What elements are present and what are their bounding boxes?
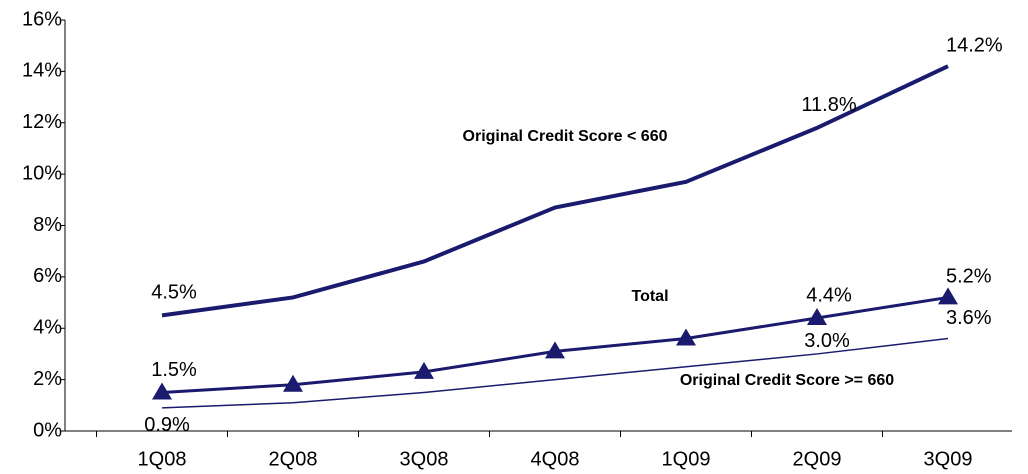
- x-tick-label: 4Q08: [531, 448, 580, 470]
- y-tick-label: 2%: [33, 368, 62, 390]
- point-marker: [807, 307, 827, 325]
- point-marker: [545, 341, 565, 359]
- y-tick-label: 4%: [33, 317, 62, 339]
- series-line: [161, 337, 949, 409]
- value-label: 3.6%: [946, 307, 992, 329]
- value-label: 4.4%: [806, 284, 852, 306]
- y-tick-label: 10%: [22, 162, 62, 184]
- x-tick-label: 1Q08: [138, 448, 187, 470]
- y-tick-label: 0%: [33, 419, 62, 441]
- x-tick-label: 3Q09: [924, 448, 973, 470]
- value-label: 14.2%: [946, 35, 1003, 57]
- point-marker: [938, 287, 958, 305]
- x-tick-label: 3Q08: [400, 448, 449, 470]
- value-label: 5.2%: [946, 266, 992, 288]
- y-tick-label: 8%: [33, 214, 62, 236]
- y-tick-label: 16%: [22, 8, 62, 30]
- series-label: Original Credit Score < 660: [463, 128, 668, 145]
- x-tick-label: 1Q09: [662, 448, 711, 470]
- point-marker: [414, 361, 434, 379]
- x-tick-label: 2Q08: [269, 448, 318, 470]
- value-label: 4.5%: [151, 282, 197, 304]
- y-tick-label: 6%: [33, 265, 62, 287]
- series-line: [161, 64, 949, 318]
- y-tick-label: 14%: [22, 60, 62, 82]
- point-marker: [283, 374, 303, 392]
- value-label: 3.0%: [804, 330, 850, 352]
- value-label: 0.9%: [144, 414, 190, 436]
- y-tick-label: 12%: [22, 111, 62, 133]
- point-marker: [152, 382, 172, 400]
- value-label: 1.5%: [151, 359, 197, 381]
- series-label: Original Credit Score >= 660: [680, 372, 894, 389]
- value-label: 11.8%: [801, 94, 856, 116]
- x-tick-label: 2Q09: [793, 448, 842, 470]
- series-label: Total: [631, 288, 668, 305]
- point-marker: [676, 328, 696, 346]
